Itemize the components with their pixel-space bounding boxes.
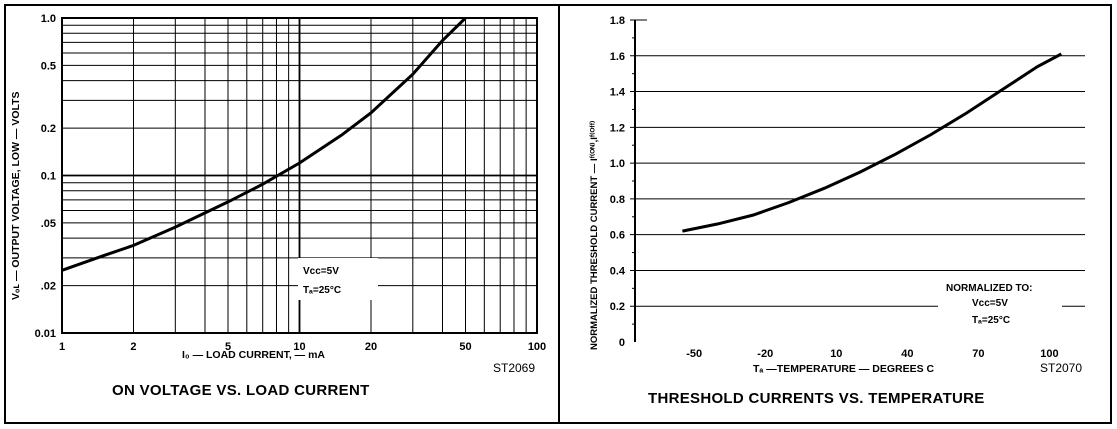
chart2-x-tick-label: -20 (757, 348, 773, 360)
chart1-y-tick-label: 0.5 (41, 60, 56, 72)
chart2-x-tick-label: 10 (830, 348, 842, 360)
chart1-title: ON VOLTAGE VS. LOAD CURRENT (112, 382, 370, 399)
chart2-y-tick-label: 0 (619, 337, 625, 349)
chart2-tick-labels: -50 -20 10 40 70 100 0 0.2 0.4 0.6 0.8 1.0 1.2 1.4 1.6… (610, 15, 1059, 360)
chart2-condition-normalized: NORMALIZED TO: (946, 283, 1032, 294)
chart1-y-axis-label: Vₒʟ — OUTPUT VOLTAGE, LOW — VOLTS (10, 91, 22, 300)
chart2-x-tick-label: -50 (686, 348, 702, 360)
chart2-y-tick-label: 1.8 (610, 15, 625, 27)
chart1-x-tick-label: 100 (528, 341, 546, 353)
chart2-x-axis-label: Tₐ —TEMPERATURE — DEGREES C (753, 363, 935, 375)
chart2-condition-box (938, 276, 1062, 334)
chart2-condition-ta: Tₐ=25°C (972, 315, 1010, 326)
chart2-title: THRESHOLD CURRENTS VS. TEMPERATURE (648, 390, 985, 407)
chart1-tick-labels: 1 2 5 10 20 50 100 0.01 .02 .05 0.1 0.2 0.5 1.0 (35, 13, 547, 353)
chart1-figure-code: ST2069 (493, 361, 535, 375)
panel-divider (558, 4, 560, 424)
chart2-grid (630, 19, 1085, 342)
chart2-y-axis-label: NORMALIZED THRESHOLD CURRENT — Iᶠ⁽ᴼᴺ⁾,Iᶠ… (589, 120, 600, 350)
chart2-y-tick-label: 1.6 (610, 51, 625, 63)
chart2-condition-vcc: Vcc=5V (972, 298, 1008, 309)
chart1-x-axis-label: I₀ — LOAD CURRENT, — mA (182, 349, 325, 361)
chart1-x-tick-label: 2 (130, 341, 136, 353)
chart1-y-tick-label: .05 (41, 218, 56, 230)
chart1-condition-vcc: Vcc=5V (303, 266, 339, 277)
chart1-y-tick-label: 0.01 (35, 328, 56, 340)
chart2-y-tick-label: 0.8 (610, 194, 625, 206)
chart2-figure-code: ST2070 (1040, 361, 1082, 375)
chart2-y-tick-label: 0.4 (610, 265, 626, 277)
chart2-y-tick-label: 0.2 (610, 301, 625, 313)
chart1-x-tick-label: 5 (225, 341, 231, 353)
chart1-y-tick-label: 0.2 (41, 123, 56, 135)
chart2-y-tick-label: 1.2 (610, 122, 625, 134)
chart2-x-tick-label: 70 (972, 348, 984, 360)
chart1-x-tick-label: 50 (459, 341, 471, 353)
chart1-series-line (61, 16, 467, 272)
chart2-x-tick-label: 100 (1040, 348, 1058, 360)
chart2-y-tick-label: 0.6 (610, 230, 625, 242)
chart2-y-tick-label: 1.0 (610, 158, 625, 170)
chart1-x-tick-label: 10 (293, 341, 305, 353)
chart1-condition-ta: Tₐ=25°C (303, 285, 341, 296)
chart2-y-tick-label: 1.4 (610, 87, 626, 99)
chart1-plot-frame (61, 17, 538, 334)
chart2-series-line (682, 52, 1062, 233)
chart1-condition-box (298, 258, 378, 300)
chart1-x-tick-label: 20 (365, 341, 377, 353)
chart1-y-tick-label: 0.1 (41, 171, 56, 183)
chart1-x-tick-label: 1 (59, 341, 65, 353)
chart2-x-tick-label: 40 (901, 348, 913, 360)
chart1-y-tick-label: .02 (41, 281, 56, 293)
chart1-y-tick-label: 1.0 (41, 13, 56, 25)
chart-on-voltage: 1 2 5 10 20 50 100 0.01 .02 .05 0.1 0.2 0.5 1.0 Vcc=5… (10, 13, 547, 375)
